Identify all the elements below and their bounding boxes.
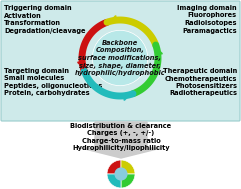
Text: Imaging domain
Fluorophores
Radioisotopes
Paramagactics: Imaging domain Fluorophores Radioisotope… (177, 5, 237, 33)
FancyBboxPatch shape (1, 1, 240, 121)
Circle shape (94, 31, 147, 85)
Text: Triggering domain
Activation
Transformation
Degradation/cleavage: Triggering domain Activation Transformat… (4, 5, 86, 33)
Wedge shape (107, 174, 121, 188)
Wedge shape (107, 160, 121, 174)
Text: Biodistribution & clearance
Charges (+, -, +/-)
Charge-to-mass ratio
Hydrophilic: Biodistribution & clearance Charges (+, … (70, 123, 172, 151)
Wedge shape (121, 174, 135, 188)
Circle shape (115, 168, 127, 180)
Text: Therapeutic domain
Chemotherapeutics
Photosensitizers
Radiotherapeutics: Therapeutic domain Chemotherapeutics Pho… (163, 68, 237, 97)
Wedge shape (121, 160, 135, 174)
Text: Backbone
Composition,
surface modifications,
size, shape, diameter,
hydrophilic/: Backbone Composition, surface modificati… (75, 40, 165, 76)
Text: Targeting domain
Small molecules
Peptides, oligonucleotides
Protein, carbohydrat: Targeting domain Small molecules Peptide… (4, 68, 102, 97)
FancyArrow shape (81, 122, 161, 158)
Circle shape (93, 31, 147, 85)
